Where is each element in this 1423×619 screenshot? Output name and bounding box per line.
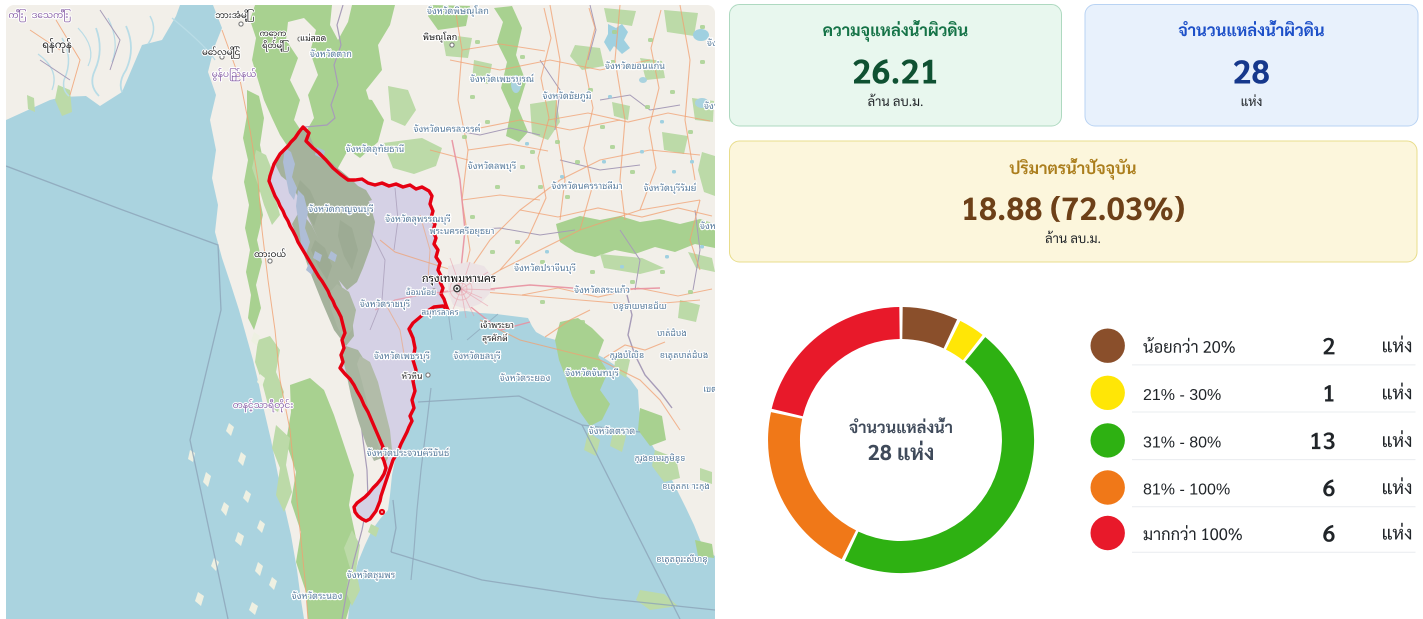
- svg-text:31% - 80%: 31% - 80%: [1143, 434, 1221, 451]
- svg-text:21% - 30%: 21% - 30%: [1143, 387, 1221, 404]
- svg-text:81% - 100%: 81% - 100%: [1143, 482, 1230, 499]
